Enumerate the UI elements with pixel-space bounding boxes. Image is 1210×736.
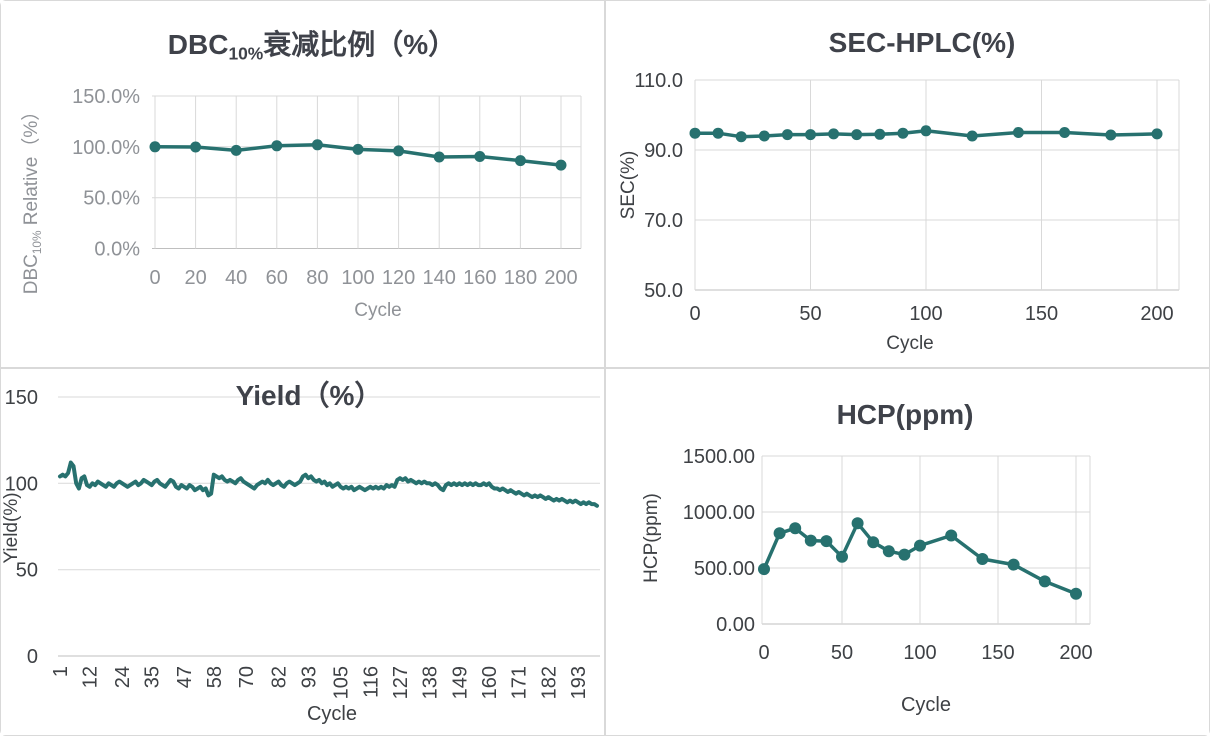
svg-text:Cycle: Cycle [886, 333, 934, 354]
svg-text:SEC-HPLC(%): SEC-HPLC(%) [829, 27, 1016, 58]
svg-text:HCP(ppm): HCP(ppm) [641, 493, 662, 583]
svg-text:50: 50 [799, 303, 821, 325]
svg-text:182: 182 [538, 666, 560, 699]
svg-text:Yield（%）: Yield（%） [236, 379, 383, 411]
svg-text:127: 127 [390, 666, 412, 699]
svg-text:100: 100 [909, 303, 942, 325]
svg-text:Cycle: Cycle [307, 703, 357, 725]
svg-text:150.0%: 150.0% [72, 86, 140, 108]
svg-text:149: 149 [449, 666, 471, 699]
svg-text:50.0%: 50.0% [83, 188, 140, 210]
chart-panel-yield: 150 100 50 0 1 12 24 35 47 58 70 82 93 105 116 127 138 14… [0, 368, 605, 736]
svg-text:0.0%: 0.0% [94, 239, 140, 261]
svg-text:50.0: 50.0 [644, 280, 683, 302]
sec-hplc-line-chart: 110.0 90.0 70.0 50.0 0 50 100 150 200 Cycle SEC(%)… [605, 0, 1210, 368]
svg-text:200: 200 [1140, 303, 1173, 325]
svg-text:110.0: 110.0 [634, 70, 683, 92]
svg-text:116: 116 [360, 666, 382, 698]
svg-text:Cycle: Cycle [901, 694, 951, 716]
svg-text:70.0: 70.0 [644, 210, 683, 232]
svg-text:160: 160 [463, 267, 496, 289]
svg-text:0: 0 [27, 646, 38, 668]
svg-text:150: 150 [981, 642, 1014, 664]
svg-text:100: 100 [5, 473, 38, 495]
svg-text:58: 58 [204, 666, 226, 688]
svg-text:70: 70 [236, 666, 258, 688]
chart-panel-dbc-decay: 150.0% 100.0% 50.0% 0.0% 0 20 40 60 80 100 120 140 1… [0, 0, 605, 368]
svg-text:160: 160 [479, 666, 501, 699]
svg-text:138: 138 [420, 666, 442, 699]
svg-text:90.0: 90.0 [644, 140, 683, 162]
svg-text:100: 100 [903, 642, 936, 664]
svg-text:0: 0 [758, 642, 769, 664]
svg-text:DBC10%衰减比例（%）: DBC10%衰减比例（%） [168, 28, 456, 64]
svg-text:93: 93 [298, 666, 320, 688]
svg-text:1500.00: 1500.00 [683, 446, 755, 468]
svg-text:140: 140 [423, 267, 456, 289]
svg-text:105: 105 [331, 666, 353, 699]
svg-text:193: 193 [568, 666, 590, 699]
svg-text:60: 60 [266, 267, 288, 289]
svg-text:Yield(%): Yield(%) [1, 492, 22, 563]
svg-text:12: 12 [80, 666, 102, 688]
svg-text:47: 47 [174, 666, 196, 688]
svg-text:50: 50 [16, 560, 38, 582]
hcp-line-chart: 1500.00 1000.00 500.00 0.000 50 100 150 200 Cycl… [605, 368, 1210, 736]
svg-text:40: 40 [225, 267, 247, 289]
svg-text:150: 150 [5, 387, 38, 409]
svg-text:24: 24 [112, 666, 134, 688]
svg-text:35: 35 [142, 666, 164, 688]
svg-text:100.0%: 100.0% [72, 137, 140, 159]
svg-text:150: 150 [1025, 303, 1058, 325]
yield-line-chart: 150 100 50 0 1 12 24 35 47 58 70 82 93 105 116 127 138 14… [0, 368, 605, 736]
svg-text:1000.00: 1000.00 [683, 502, 755, 524]
svg-text:Cycle: Cycle [354, 300, 402, 321]
svg-text:180: 180 [504, 267, 537, 289]
svg-text:0.00: 0.00 [716, 614, 755, 636]
chart-panel-hcp: 1500.00 1000.00 500.00 0.00 0 50 100 150 200 Cycl… [605, 368, 1210, 736]
svg-text:0: 0 [689, 303, 700, 325]
svg-text:500.00: 500.00 [694, 558, 755, 580]
svg-text:200: 200 [1059, 642, 1092, 664]
chart-panel-sec-hplc: 110.0 90.0 70.0 50.0 0 50 100 150 200 Cycle SEC(%)… [605, 0, 1210, 368]
svg-text:200: 200 [544, 267, 577, 289]
svg-text:SEC(%): SEC(%) [618, 151, 639, 220]
svg-text:171: 171 [509, 666, 531, 699]
svg-text:80: 80 [306, 267, 328, 289]
svg-text:HCP(ppm): HCP(ppm) [837, 399, 974, 430]
svg-text:DBC10% Relative（%）: DBC10% Relative（%） [20, 102, 44, 295]
svg-text:120: 120 [382, 267, 415, 289]
svg-text:1: 1 [50, 666, 72, 677]
svg-text:82: 82 [269, 666, 291, 688]
dbc-decay-line-chart: 150.0% 100.0% 50.0% 0.0% 0 20 40 60 80 100 120 140 1… [0, 0, 605, 368]
svg-text:100: 100 [341, 267, 374, 289]
svg-text:20: 20 [184, 267, 206, 289]
svg-text:50: 50 [831, 642, 853, 664]
svg-text:0: 0 [149, 267, 160, 289]
